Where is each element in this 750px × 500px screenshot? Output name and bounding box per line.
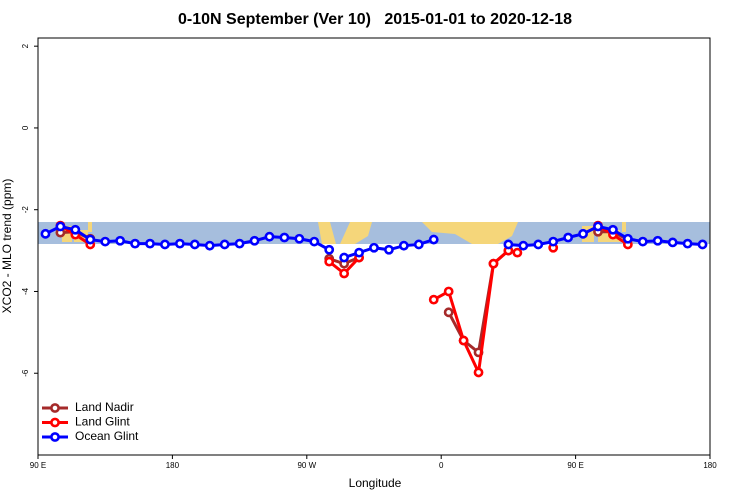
- y-tick-label: 2: [21, 43, 30, 48]
- data-point: [512, 247, 523, 258]
- legend-label: Land Glint: [75, 415, 130, 429]
- y-tick-label: -6: [21, 369, 30, 377]
- data-point: [249, 235, 260, 246]
- legend-marker: [50, 417, 60, 428]
- legend-label: Land Nadir: [75, 400, 134, 414]
- data-point: [85, 234, 96, 245]
- data-point: [130, 238, 140, 249]
- data-point: [428, 294, 439, 305]
- legend-marker: [50, 432, 60, 442]
- data-point: [115, 235, 126, 246]
- y-tick-label: -4: [21, 287, 30, 295]
- data-point: [608, 224, 618, 235]
- data-point: [593, 221, 603, 232]
- x-tick-label: 0: [439, 461, 444, 470]
- data-point: [622, 233, 633, 244]
- data-point: [563, 232, 574, 243]
- data-point: [667, 237, 678, 248]
- data-point: [174, 238, 185, 249]
- x-tick-label: 90 W: [297, 461, 316, 470]
- data-point: [443, 286, 454, 297]
- series-line: [447, 249, 510, 356]
- data-point: [637, 236, 648, 247]
- data-point: [189, 239, 200, 250]
- x-tick-label: 180: [166, 461, 180, 470]
- y-tick-label: -2: [21, 206, 30, 214]
- chart-title: 0-10N September (Ver 10) 2015-01-01 to 2…: [178, 11, 572, 28]
- x-tick-label: 180: [703, 461, 717, 470]
- data-point: [234, 238, 245, 249]
- data-point: [682, 238, 693, 249]
- data-point: [443, 307, 454, 318]
- data-point: [55, 221, 66, 232]
- data-point: [294, 233, 305, 244]
- data-point: [488, 258, 499, 269]
- data-point: [398, 240, 409, 251]
- data-point: [697, 239, 708, 250]
- data-point: [354, 247, 364, 258]
- data-point: [384, 244, 394, 255]
- data-point: [518, 240, 529, 251]
- data-point: [339, 252, 350, 263]
- data-point: [578, 228, 588, 239]
- plot-frame: [37, 37, 711, 456]
- x-tick-label: 90 E: [30, 461, 46, 470]
- data-point: [264, 231, 275, 242]
- legend-marker: [50, 403, 60, 413]
- legend-label: Ocean Glint: [75, 429, 139, 443]
- data-point: [503, 239, 514, 250]
- data-point: [413, 239, 424, 250]
- x-axis-label: Longitude: [349, 476, 402, 490]
- data-point: [204, 240, 215, 251]
- data-point: [369, 242, 379, 253]
- data-point: [40, 228, 51, 239]
- data-point: [533, 239, 544, 250]
- data-point: [70, 224, 81, 235]
- x-tick-label: 90 E: [567, 461, 583, 470]
- data-point: [458, 335, 469, 346]
- data-point: [279, 232, 290, 243]
- y-tick-label: 0: [21, 125, 30, 130]
- data-point: [145, 238, 155, 249]
- data-point: [324, 256, 335, 267]
- data-point: [428, 234, 439, 245]
- data-point: [339, 268, 350, 279]
- data-point: [219, 239, 230, 250]
- data-point: [324, 244, 335, 255]
- y-axis-label: XCO2 - MLO trend (ppm): [0, 179, 14, 314]
- data-point: [548, 236, 559, 247]
- data-point: [100, 236, 111, 247]
- data-point: [160, 239, 170, 250]
- data-point: [473, 367, 484, 378]
- data-point: [652, 235, 663, 246]
- data-point: [309, 236, 320, 247]
